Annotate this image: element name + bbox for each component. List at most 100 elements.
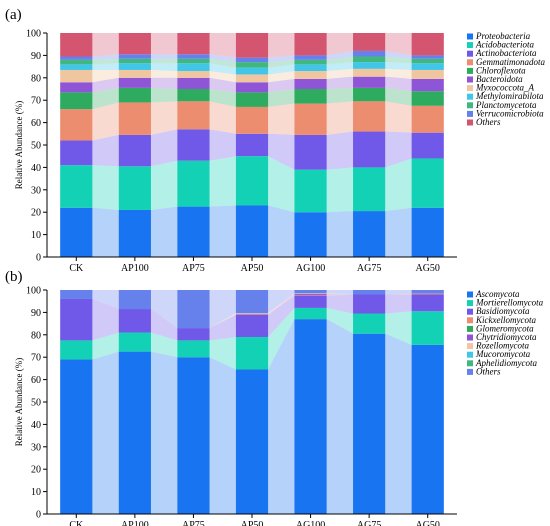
flow-band	[150, 101, 178, 135]
x-tick-label: AG100	[296, 263, 325, 274]
legend-swatch	[467, 85, 473, 92]
bar-segment	[353, 56, 386, 63]
bar-segment	[177, 206, 210, 257]
legend-label: Planctomycetota	[475, 100, 537, 110]
flow-band	[92, 290, 119, 310]
x-tick-label: AP50	[241, 263, 264, 274]
flow-band	[326, 293, 354, 295]
flow-band	[209, 357, 236, 514]
bar-segment	[411, 207, 444, 257]
flow-band	[209, 156, 236, 207]
flow-band	[268, 89, 295, 107]
flow-band	[150, 160, 178, 210]
flow-band	[150, 77, 178, 89]
bar-segment	[294, 319, 327, 514]
legend-label: Chytridiomycota	[476, 332, 537, 342]
legend-label: Others	[476, 366, 501, 376]
flow-band	[385, 293, 412, 295]
x-tick-label: AP75	[182, 263, 205, 274]
flow-band	[268, 293, 295, 314]
y-tick-label: 30	[31, 442, 41, 453]
flow-band	[326, 131, 354, 170]
series-myxococcota-a	[60, 68, 444, 83]
x-tick-label: AG75	[357, 263, 381, 274]
bar-segment	[118, 69, 151, 78]
series-mortierellomycota	[60, 307, 444, 370]
flow-band	[209, 77, 236, 93]
bar-segment	[60, 290, 93, 299]
panel-label: (b)	[5, 269, 23, 285]
flow-band	[268, 319, 295, 514]
y-tick-label: 0	[36, 510, 41, 521]
x-tick-label: AG50	[415, 263, 439, 274]
series-chloroflexota	[60, 87, 444, 110]
flow-band	[268, 156, 295, 213]
legend-label: Gemmatimonadota	[476, 57, 545, 67]
bar-segment	[353, 333, 386, 514]
bar-segment	[118, 290, 151, 310]
bar-segment	[411, 293, 444, 295]
legend-swatch	[467, 119, 473, 126]
legend-swatch	[467, 368, 473, 375]
flow-band	[92, 54, 119, 60]
flow-band	[268, 71, 295, 83]
flow-band	[150, 351, 178, 514]
bar-segment	[353, 68, 386, 77]
legend-label: Mortierellomycota	[475, 298, 544, 308]
legend-label: Ascomycota	[475, 289, 520, 299]
flow-band	[209, 290, 236, 329]
y-tick-label: 30	[31, 185, 41, 196]
flow-band	[326, 101, 354, 135]
bar-segment	[353, 313, 386, 334]
series-chytridiomycota	[268, 293, 444, 314]
bar-segment	[177, 71, 210, 78]
y-tick-label: 20	[31, 465, 41, 476]
flow-band	[92, 351, 119, 514]
bar-segment	[294, 290, 327, 294]
x-tick-label: AP100	[121, 520, 149, 526]
flow-band	[209, 314, 236, 341]
flow-band	[150, 54, 178, 59]
series-planctomycetota	[60, 56, 444, 68]
bar-segment	[411, 344, 444, 514]
x-tick-label: AP50	[241, 520, 264, 526]
flow-band	[92, 332, 119, 360]
bar-segment	[353, 33, 386, 51]
bar-segment	[60, 59, 93, 65]
flow-band	[268, 64, 295, 75]
bar-segment	[353, 131, 386, 168]
flow-band	[268, 78, 295, 93]
bar-segment	[353, 76, 386, 88]
bar-segment	[353, 62, 386, 69]
bar-segment	[235, 313, 269, 314]
bar-segment	[177, 54, 210, 59]
flow-band	[268, 59, 295, 68]
bar-segment	[235, 82, 269, 93]
legend-label: Myxococcota_A	[475, 83, 534, 93]
bar-segment	[118, 77, 151, 88]
y-tick-label: 0	[36, 253, 41, 264]
bar-segment	[294, 71, 327, 79]
series-ascomycota	[60, 319, 444, 514]
x-tick-label: AP100	[121, 263, 149, 274]
y-tick-label: 60	[31, 118, 41, 129]
bar-segment	[411, 78, 444, 92]
y-tick-label: 50	[31, 141, 41, 152]
chart-panel-a: (a) 0 10 20 30 40 50 60 70 80 90 100 CK AP100 AP75 AP50…	[5, 7, 545, 274]
flow-band	[92, 33, 119, 57]
legend-label: Bacteroidota	[476, 74, 523, 84]
legend-swatch	[467, 325, 473, 332]
flow-band	[326, 319, 354, 514]
flow-band	[326, 290, 354, 295]
x-tick-label: AG50	[415, 520, 439, 526]
bar-segment	[118, 102, 151, 135]
x-tick-label: AP75	[182, 520, 205, 526]
bar-segment	[411, 55, 444, 59]
legend-label: Actinobacteriota	[475, 48, 537, 58]
legend-label: Acidobacteriota	[475, 40, 534, 50]
bar-segment	[294, 169, 327, 213]
flow-band	[92, 63, 119, 70]
bar-segment	[411, 132, 444, 159]
flow-band	[92, 77, 119, 93]
